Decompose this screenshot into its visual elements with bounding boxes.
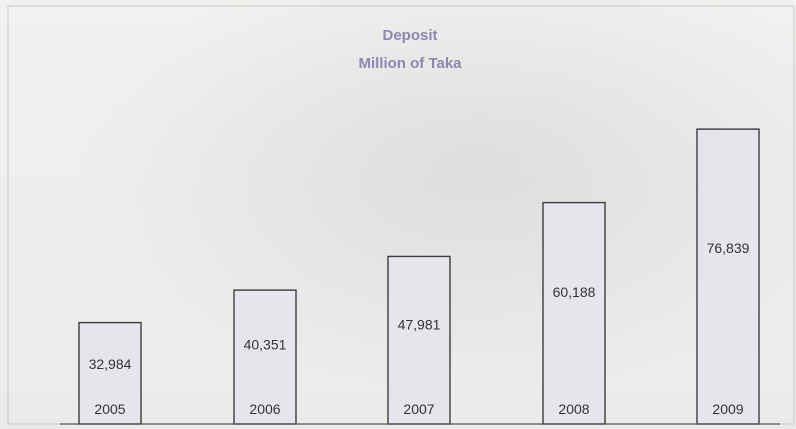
bar-2007 [387, 255, 451, 425]
category-label-2007: 2007 [403, 401, 434, 417]
bar-2006 [233, 289, 297, 425]
bars-group: 32,984 2005 40,351 2006 47,981 2007 60,188 2008… [78, 128, 760, 425]
value-label-2005: 32,984 [89, 356, 132, 372]
bar-2008 [542, 201, 606, 425]
category-label-2008: 2008 [558, 401, 589, 417]
chart-subtitle: Million of Taka [358, 55, 462, 72]
chart-title: Deposit [382, 27, 437, 44]
category-label-2009: 2009 [712, 401, 743, 417]
bar-2009 [696, 128, 760, 425]
value-label-2007: 47,981 [398, 316, 441, 332]
value-label-2009: 76,839 [707, 240, 750, 256]
value-label-2006: 40,351 [244, 337, 287, 353]
category-label-2005: 2005 [94, 401, 125, 417]
category-label-2006: 2006 [249, 401, 280, 417]
value-label-2008: 60,188 [553, 284, 596, 300]
